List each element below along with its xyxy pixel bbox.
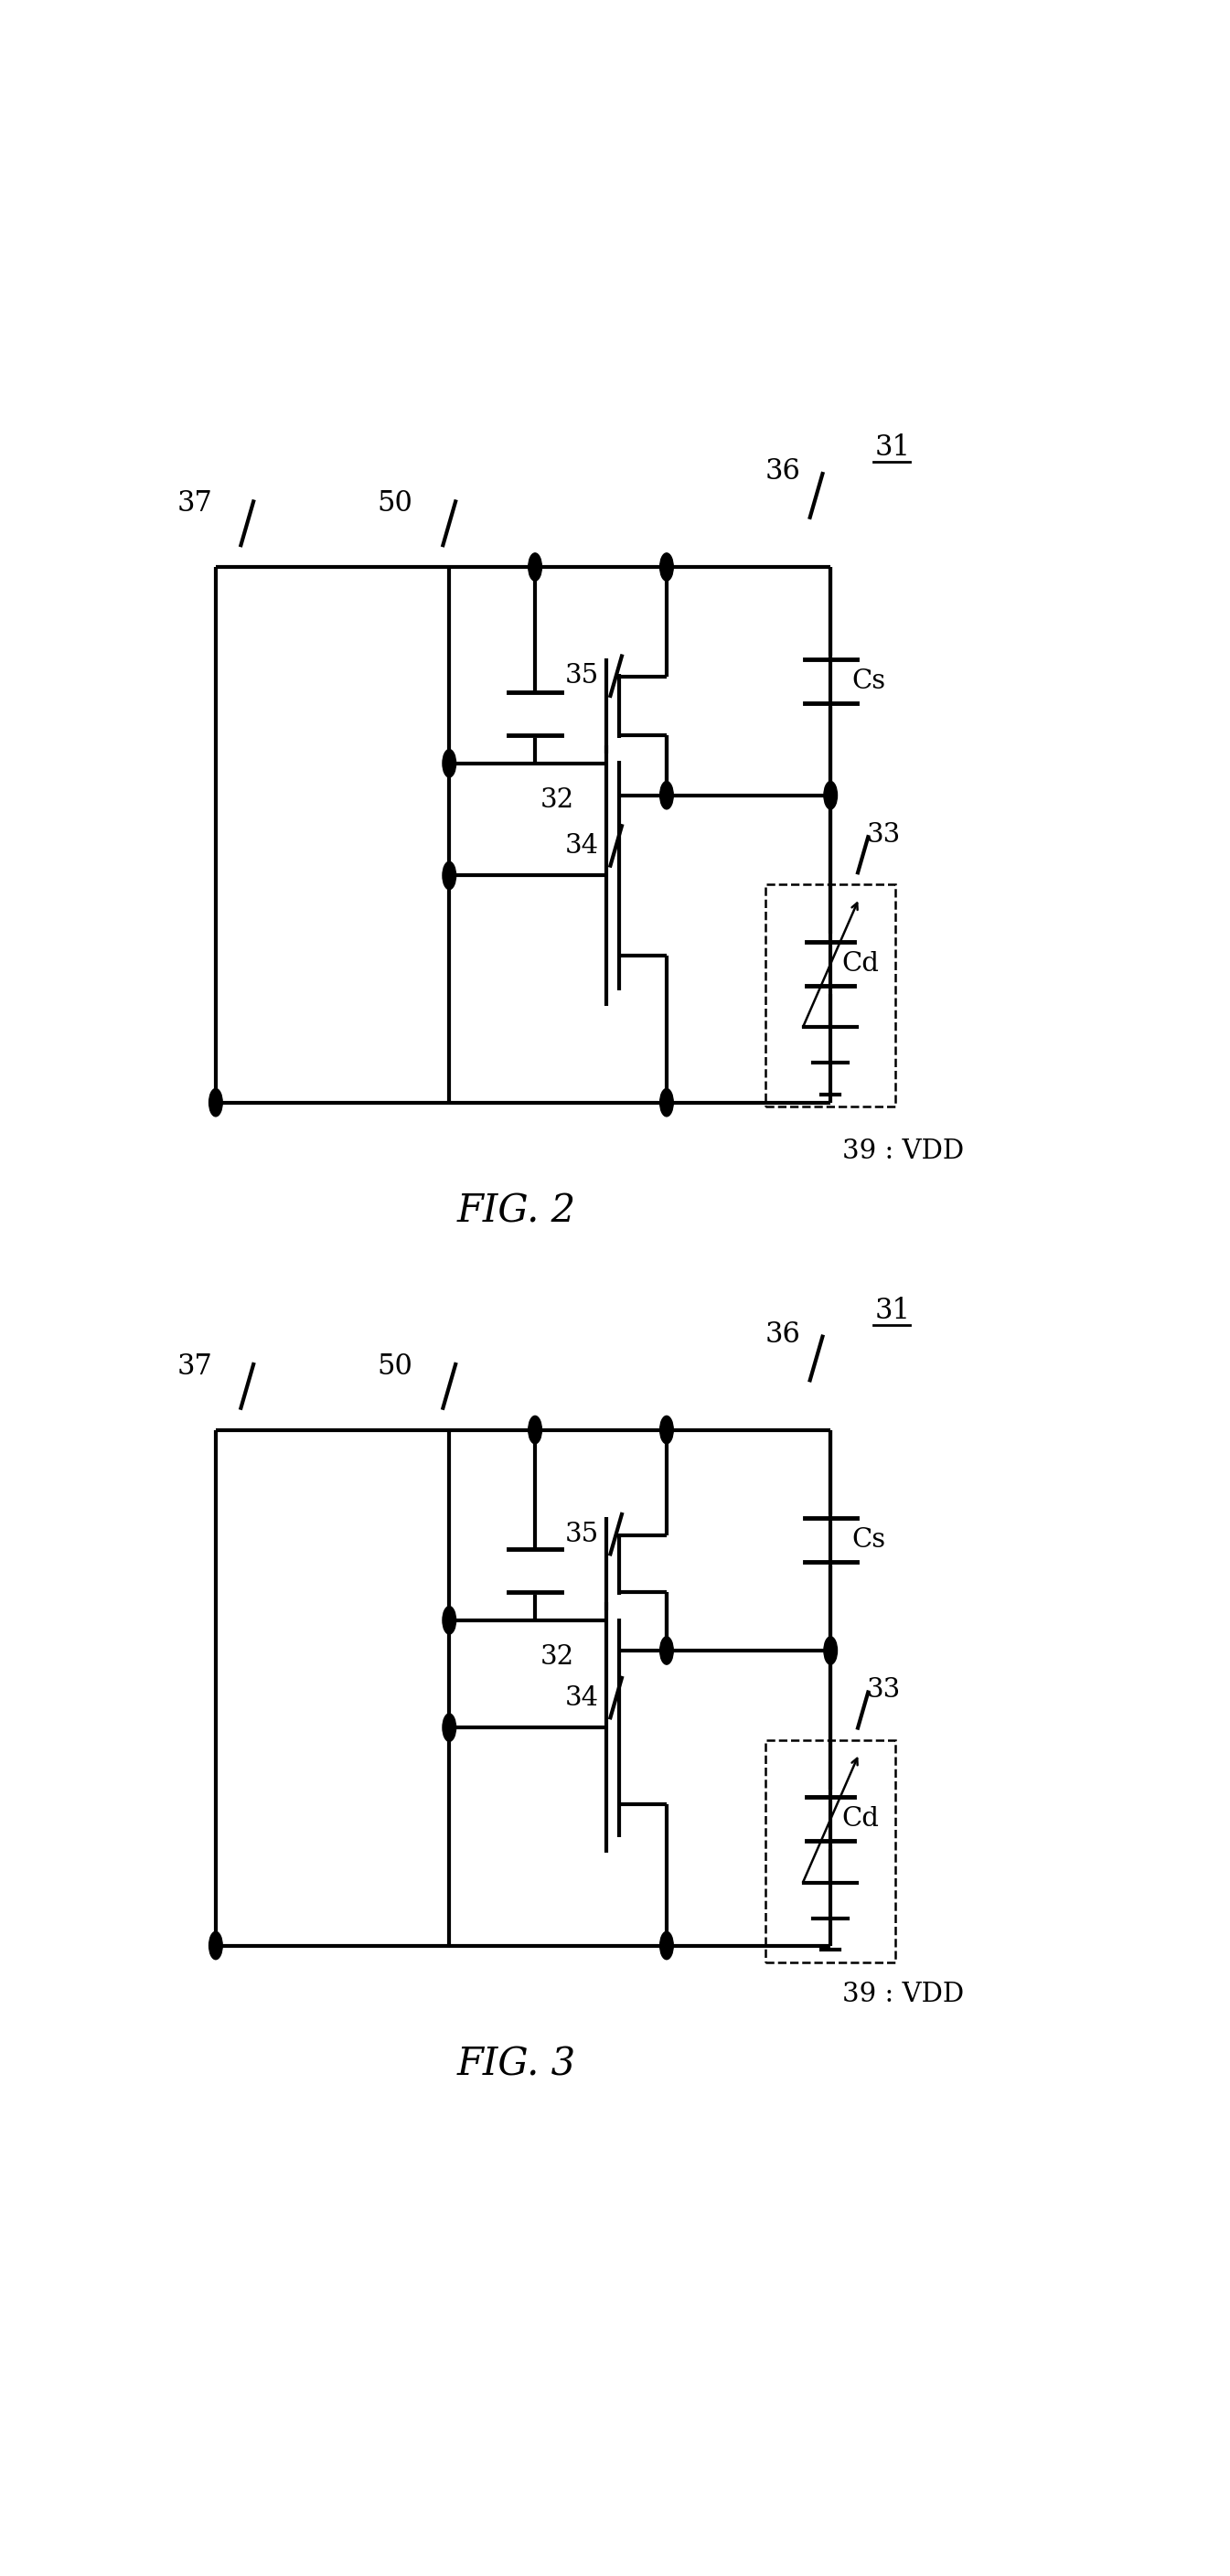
Circle shape bbox=[661, 781, 673, 809]
Circle shape bbox=[661, 1636, 673, 1664]
Bar bbox=[766, 1739, 895, 1963]
Circle shape bbox=[661, 1090, 673, 1115]
Text: 33: 33 bbox=[867, 1677, 900, 1703]
Circle shape bbox=[443, 1607, 456, 1633]
Text: 50: 50 bbox=[378, 489, 413, 518]
Text: 39 : VDD: 39 : VDD bbox=[843, 1139, 964, 1164]
Circle shape bbox=[529, 1417, 541, 1443]
Bar bbox=[766, 884, 895, 1108]
Text: 50: 50 bbox=[378, 1352, 413, 1381]
Text: Cs: Cs bbox=[851, 667, 886, 693]
Circle shape bbox=[824, 1636, 838, 1664]
Text: 32: 32 bbox=[540, 1643, 573, 1669]
Text: FIG. 3: FIG. 3 bbox=[456, 2045, 576, 2084]
Circle shape bbox=[529, 554, 541, 580]
Text: 33: 33 bbox=[867, 822, 900, 848]
Circle shape bbox=[824, 781, 838, 809]
Circle shape bbox=[209, 1932, 223, 1960]
Circle shape bbox=[443, 750, 456, 778]
Circle shape bbox=[661, 1932, 673, 1960]
Circle shape bbox=[209, 1090, 223, 1115]
Text: 37: 37 bbox=[177, 1352, 213, 1381]
Text: 31: 31 bbox=[875, 1296, 910, 1324]
Text: FIG. 2: FIG. 2 bbox=[456, 1193, 576, 1231]
Circle shape bbox=[443, 1713, 456, 1741]
Text: 34: 34 bbox=[565, 832, 599, 858]
Text: 36: 36 bbox=[765, 459, 801, 487]
Text: 35: 35 bbox=[565, 662, 599, 688]
Circle shape bbox=[443, 860, 456, 889]
Circle shape bbox=[661, 1417, 673, 1443]
Text: Cs: Cs bbox=[851, 1528, 886, 1553]
Text: 36: 36 bbox=[765, 1321, 801, 1350]
Text: 32: 32 bbox=[540, 788, 573, 814]
Text: Cd: Cd bbox=[843, 1806, 879, 1832]
Text: Cd: Cd bbox=[843, 951, 879, 976]
Text: 37: 37 bbox=[177, 489, 213, 518]
Text: 31: 31 bbox=[875, 433, 910, 461]
Text: 39 : VDD: 39 : VDD bbox=[843, 1981, 964, 2007]
Text: 35: 35 bbox=[565, 1522, 599, 1548]
Circle shape bbox=[661, 554, 673, 580]
Text: 34: 34 bbox=[565, 1685, 599, 1710]
